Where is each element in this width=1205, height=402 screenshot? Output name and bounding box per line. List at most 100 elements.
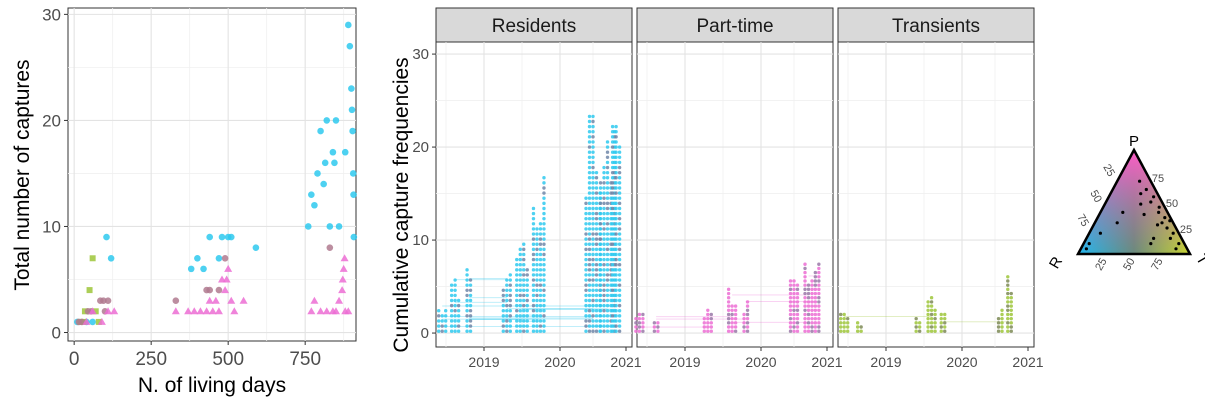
- facet-point: [792, 312, 796, 317]
- left-points: [73, 21, 358, 326]
- facet-point: [1006, 321, 1010, 325]
- facet-point: [542, 222, 546, 226]
- facet-point: [813, 304, 818, 308]
- facet-point: [538, 319, 543, 323]
- facet-point: [538, 309, 543, 313]
- facet-point: [914, 325, 918, 329]
- facet-point: [795, 296, 800, 300]
- facet-point: [538, 263, 543, 267]
- left-point: [348, 106, 356, 114]
- facet-point: [515, 314, 519, 318]
- facet-point: [842, 312, 846, 317]
- facet-point: [605, 324, 610, 328]
- left-point: [230, 307, 239, 315]
- left-point: [338, 286, 347, 294]
- facet-point: [614, 206, 618, 211]
- facet-point: [505, 283, 509, 287]
- facet-point: [817, 279, 821, 283]
- facet-point: [587, 170, 592, 175]
- facet-point: [584, 283, 588, 287]
- facet-point: [531, 298, 536, 303]
- facet-point: [468, 293, 473, 298]
- facet-point: [591, 252, 595, 257]
- facet-point: [542, 303, 546, 308]
- facet-point: [637, 312, 642, 317]
- facet-point: [1006, 312, 1010, 317]
- facet-point: [803, 291, 807, 296]
- facet-point: [605, 232, 610, 236]
- facet-point: [726, 321, 731, 325]
- facet-point: [508, 314, 512, 318]
- facet-point: [584, 252, 588, 257]
- facet-point: [842, 321, 846, 325]
- facet-point: [610, 319, 615, 323]
- facet-point: [587, 257, 592, 262]
- ternary-point: [1084, 247, 1088, 251]
- facet-point: [518, 329, 522, 333]
- facet-point: [518, 252, 522, 257]
- left-point: [239, 296, 248, 304]
- facet-point: [726, 308, 731, 312]
- facet-point: [505, 324, 509, 328]
- facet-point: [792, 283, 796, 287]
- facet-point: [468, 288, 473, 292]
- facet-x-tick-label: 2020: [745, 354, 776, 370]
- facet-point: [610, 206, 615, 211]
- facet-point: [594, 283, 599, 287]
- facet-point: [788, 287, 793, 292]
- facet-point: [598, 309, 603, 313]
- facet-point: [591, 303, 595, 308]
- facet-point: [929, 329, 934, 333]
- facet-point: [518, 314, 522, 318]
- facet-point: [929, 321, 934, 325]
- facet-point: [1009, 296, 1013, 300]
- left-point: [171, 307, 180, 315]
- facet-point: [605, 216, 610, 221]
- panel-transients: Transients 2019 2020 2021: [837, 7, 1044, 370]
- facet-point: [465, 288, 469, 292]
- facet-point: [939, 329, 943, 333]
- facet-point: [617, 211, 622, 216]
- facet-point: [605, 329, 610, 333]
- facet-point: [531, 278, 536, 282]
- facet-point: [594, 293, 599, 298]
- facet-point: [535, 298, 539, 303]
- ternary-point: [1142, 212, 1146, 217]
- facet-point: [598, 298, 603, 303]
- facet-point: [605, 257, 610, 262]
- facet-point: [806, 300, 811, 304]
- facet-x-tick-label: 2019: [468, 354, 499, 370]
- facet-point: [505, 293, 509, 298]
- facet-point: [926, 316, 930, 321]
- facet-y-ticks: 0 10 20 30: [412, 46, 436, 342]
- facet-point: [813, 312, 818, 317]
- facet-point: [610, 314, 615, 318]
- facet-point: [602, 170, 606, 175]
- facet-point: [813, 296, 818, 300]
- facet-point: [591, 211, 595, 216]
- facet-point: [535, 314, 539, 318]
- facet-point: [598, 273, 603, 277]
- facet-point: [813, 329, 818, 333]
- facet-point: [817, 312, 821, 317]
- facet-point: [535, 232, 539, 236]
- facet-point: [610, 145, 615, 149]
- facet-point: [465, 319, 469, 323]
- ternary-point: [1149, 200, 1153, 204]
- facet-x-tick-label: 2021: [1012, 354, 1043, 370]
- facet-point: [525, 303, 529, 308]
- facet-point: [522, 329, 526, 333]
- facet-point: [542, 176, 546, 180]
- facet-point: [525, 329, 529, 333]
- facet-point: [617, 247, 622, 252]
- facet-point: [538, 227, 543, 231]
- facet-point: [610, 309, 615, 313]
- facet-point: [605, 201, 610, 206]
- facet-point: [508, 293, 512, 298]
- facet-point: [813, 321, 818, 325]
- left-point: [89, 255, 96, 262]
- facet-point: [810, 321, 814, 325]
- facet-point: [605, 227, 610, 231]
- left-y-tick-label: 30: [42, 5, 61, 24]
- facet-point: [584, 216, 588, 221]
